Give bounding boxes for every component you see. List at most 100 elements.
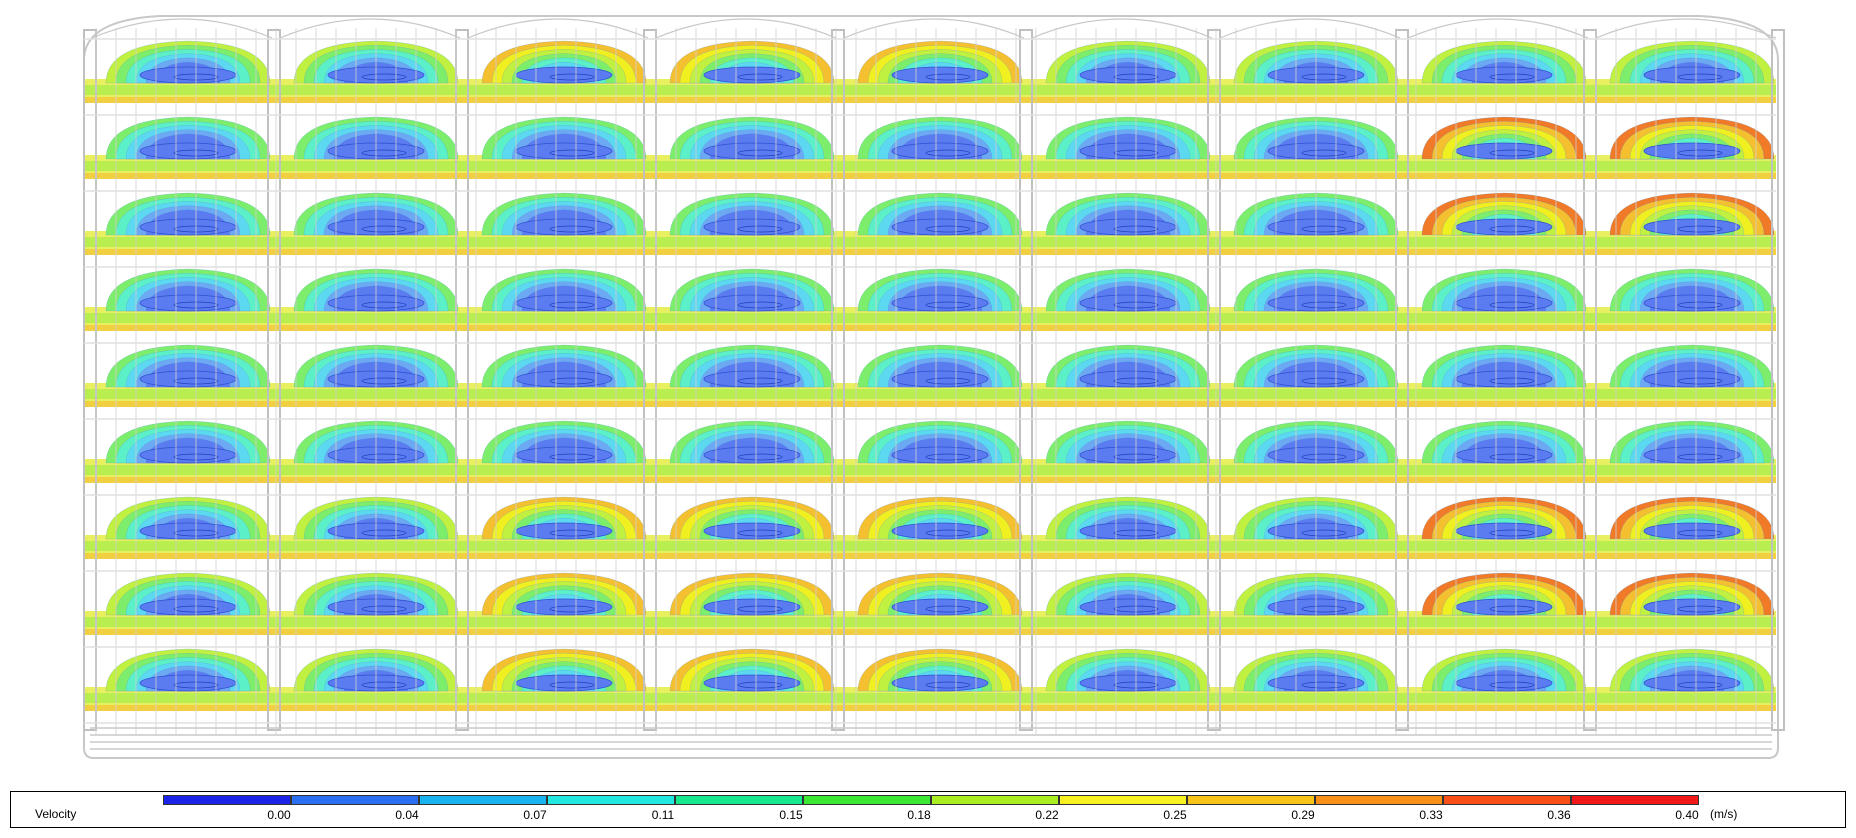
dome-arc	[843, 18, 1025, 39]
velocity-cell	[105, 572, 271, 616]
velocity-cell	[1045, 344, 1211, 388]
dome-arc	[1407, 18, 1589, 39]
legend-tick-label: 0.18	[907, 808, 931, 822]
velocity-cell	[1609, 420, 1775, 464]
flow-row	[84, 231, 1776, 255]
legend-swatch	[163, 795, 291, 805]
velocity-cell	[1045, 496, 1211, 540]
velocity-cell	[1609, 496, 1775, 540]
velocity-cell	[481, 192, 647, 236]
legend-tick-label: 0.25	[1163, 808, 1187, 822]
legend-tick-label: 0.33	[1419, 808, 1443, 822]
legend-unit: (m/s)	[1710, 807, 1738, 821]
velocity-cell	[1421, 40, 1587, 84]
velocity-cell	[1609, 344, 1775, 388]
dome-arc	[279, 18, 461, 39]
flow-row	[84, 383, 1776, 407]
legend-tick-label: 0.07	[523, 808, 547, 822]
velocity-cell	[857, 192, 1023, 236]
velocity-cell	[105, 40, 271, 84]
velocity-cell	[1609, 40, 1775, 84]
velocity-cell	[1609, 268, 1775, 312]
legend-tick-label: 0.29	[1291, 808, 1315, 822]
velocity-cell	[1045, 268, 1211, 312]
velocity-cell	[1421, 420, 1587, 464]
velocity-cell	[1045, 40, 1211, 84]
legend-swatch	[547, 795, 675, 805]
velocity-cell	[481, 648, 647, 692]
velocity-cell	[1045, 572, 1211, 616]
dome-arc	[1219, 18, 1401, 39]
velocity-cell	[669, 496, 835, 540]
flow-row	[84, 307, 1776, 331]
legend-swatch	[1059, 795, 1187, 805]
velocity-cell	[857, 344, 1023, 388]
support-pillar	[831, 29, 845, 731]
velocity-cell	[857, 648, 1023, 692]
velocity-cell	[857, 268, 1023, 312]
flow-row	[84, 687, 1776, 711]
flow-row	[84, 459, 1776, 483]
velocity-cell	[669, 572, 835, 616]
velocity-cell	[669, 344, 835, 388]
support-pillar	[1771, 29, 1785, 731]
legend-tick-label: 0.04	[395, 808, 419, 822]
legend-swatch	[803, 795, 931, 805]
dome-arc	[467, 18, 649, 39]
legend-swatch	[291, 795, 419, 805]
velocity-cell	[1421, 572, 1587, 616]
velocity-cell	[105, 192, 271, 236]
velocity-cell	[481, 40, 647, 84]
flow-row	[84, 535, 1776, 559]
velocity-cell	[105, 496, 271, 540]
velocity-cell	[1609, 572, 1775, 616]
velocity-cell	[857, 420, 1023, 464]
velocity-cell	[481, 344, 647, 388]
velocity-cell	[105, 116, 271, 160]
legend-swatch	[1315, 795, 1443, 805]
velocity-cell	[105, 420, 271, 464]
support-pillar	[1207, 29, 1221, 731]
velocity-cell	[1421, 648, 1587, 692]
dome-arc	[91, 18, 273, 39]
velocity-cell	[481, 116, 647, 160]
velocity-cell	[481, 496, 647, 540]
legend-tick-label: 0.00	[267, 808, 291, 822]
flow-row	[84, 611, 1776, 635]
legend-swatch	[1571, 795, 1699, 805]
velocity-cell	[481, 420, 647, 464]
velocity-cell	[481, 268, 647, 312]
velocity-cell	[857, 572, 1023, 616]
velocity-cell	[1609, 648, 1775, 692]
flow-row	[84, 79, 1776, 103]
dome-arc	[655, 18, 837, 39]
velocity-cell	[1045, 648, 1211, 692]
legend-swatch	[419, 795, 547, 805]
velocity-cell	[1421, 192, 1587, 236]
velocity-cell	[1045, 192, 1211, 236]
velocity-cell	[1421, 496, 1587, 540]
velocity-cell	[1421, 344, 1587, 388]
velocity-cell	[669, 40, 835, 84]
velocity-cell	[669, 648, 835, 692]
velocity-cell	[1609, 192, 1775, 236]
legend-swatch	[675, 795, 803, 805]
velocity-cell	[105, 648, 271, 692]
legend-swatch	[931, 795, 1059, 805]
legend-tick-label: 0.40	[1675, 808, 1699, 822]
velocity-cell	[1421, 268, 1587, 312]
legend-swatch	[1187, 795, 1315, 805]
legend-tick-label: 0.15	[779, 808, 803, 822]
velocity-cell	[1421, 116, 1587, 160]
velocity-legend: Velocity 0.00 0.04 0.07 0.11 0.15 0.18 0.22 0.2…	[10, 791, 1846, 828]
legend-tick-label: 0.11	[651, 808, 675, 822]
tank-outline	[83, 15, 1779, 759]
velocity-cell	[669, 420, 835, 464]
velocity-cell	[857, 496, 1023, 540]
velocity-cell	[857, 40, 1023, 84]
dome-arc	[1031, 18, 1213, 39]
legend-tick-label: 0.36	[1547, 808, 1571, 822]
velocity-cell	[669, 268, 835, 312]
velocity-contour-plot	[83, 15, 1785, 759]
legend-swatch	[1443, 795, 1571, 805]
